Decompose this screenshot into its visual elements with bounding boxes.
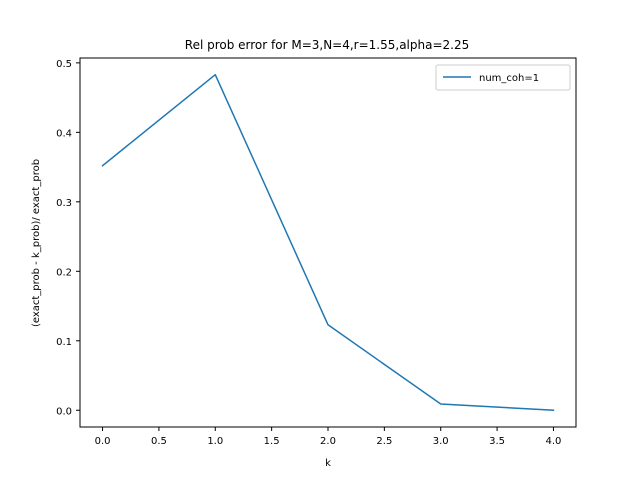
y-tick-label: 0.2 xyxy=(56,267,72,278)
y-tick-label: 0.0 xyxy=(56,406,72,417)
y-axis-label: (exact_prob - k_prob)/ exact_prob xyxy=(31,159,42,327)
y-tick-label: 0.3 xyxy=(56,198,72,209)
x-tick-label: 0.0 xyxy=(95,436,111,447)
series-line xyxy=(101,73,555,412)
chart-title: Rel prob error for M=3,N=4,r=1.55,alpha=… xyxy=(185,38,469,52)
x-tick-label: 0.5 xyxy=(151,436,167,447)
y-tick-label: 0.4 xyxy=(56,128,72,139)
y-tick-label: 0.1 xyxy=(56,337,72,348)
legend: num_coh=1 xyxy=(435,64,571,91)
x-tick-label: 1.5 xyxy=(264,436,280,447)
x-axis-label: k xyxy=(325,458,331,469)
x-tick-label: 2.5 xyxy=(376,436,392,447)
x-axis: 0.0 0.5 1.0 1.5 2.0 2.5 3.0 3.5 4.0 xyxy=(95,427,562,447)
x-tick-label: 4.0 xyxy=(546,436,562,447)
y-tick-label: 0.5 xyxy=(56,59,72,70)
x-tick-label: 2.0 xyxy=(320,436,336,447)
y-axis: 0.0 0.1 0.2 0.3 0.4 0.5 xyxy=(56,59,80,417)
legend-box xyxy=(435,64,571,91)
x-tick-label: 3.5 xyxy=(489,436,505,447)
legend-label: num_coh=1 xyxy=(479,73,539,84)
x-tick-label: 1.0 xyxy=(207,436,223,447)
x-tick-label: 3.0 xyxy=(433,436,449,447)
series-layer xyxy=(101,73,555,412)
